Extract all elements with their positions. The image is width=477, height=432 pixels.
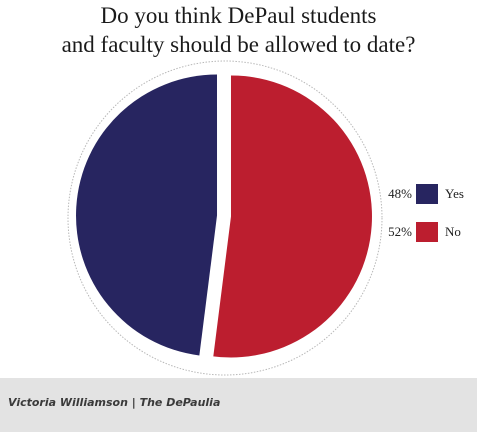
chart-title-line-2: and faculty should be allowed to date? [61,32,416,57]
pie-outline [67,60,383,376]
pie-slice-yes [76,74,218,356]
legend-label-no: No [445,224,461,239]
legend-label-yes: Yes [445,186,464,201]
legend-swatch-no [416,222,438,242]
credit-bar: Victoria Williamson | The DePaulia [0,378,477,432]
legend-item-no: 52% No [372,222,461,242]
chart-title-line-1: Do you think DePaul students [100,3,377,28]
pie-slice-no [213,75,372,358]
legend-value-yes: 48% [388,186,412,201]
photo-credit: Victoria Williamson | The DePaulia [8,396,221,409]
legend-swatch-yes [416,184,438,204]
legend-value-no: 52% [388,224,412,239]
legend-item-yes: 48% Yes [372,184,464,204]
